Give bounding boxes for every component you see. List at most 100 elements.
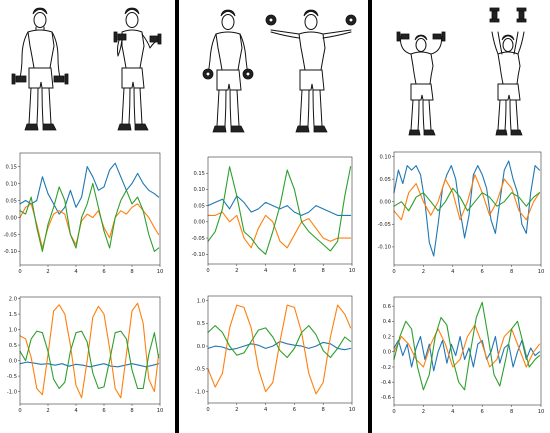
y-tick-label: 0.10: [193, 187, 205, 193]
y-tick-label: -1.0: [7, 389, 17, 395]
y-tick-label: -0.10: [192, 252, 205, 258]
y-tick-label: -0.6: [381, 395, 391, 401]
plot-panel-col1-bottom: 0 2 4 6 8 10 2.0 1.5 1.0 0.5 0.0 -0.5 -1.0: [7, 296, 163, 414]
y-tick-label: 0.0: [197, 344, 205, 350]
x-tick-label: 0: [392, 269, 395, 275]
y-tick-label: 0.05: [379, 177, 391, 183]
series-line-1: [207, 195, 352, 216]
y-tick-label: -0.5: [7, 374, 17, 380]
x-tick-label: 2: [235, 268, 238, 274]
shoulder-press-end-figure: [489, 7, 527, 136]
x-tick-label: 8: [322, 407, 325, 413]
plot-frame: [207, 156, 353, 265]
lateral-raise-end-figure: [265, 9, 357, 133]
y-tick-label: 0.00: [193, 220, 205, 226]
plot-panel-col2-bottom: 0 2 4 6 8 10 1.0 0.5 0.0 -0.5 -1.0: [195, 295, 356, 413]
y-tick-label: 1.0: [197, 298, 205, 304]
y-tick-label: -0.5: [195, 367, 205, 373]
y-tick-label: 0.15: [5, 164, 17, 170]
signal-panels: 0 2 4 6 8 100.150.100.050.00-0.05-0.100 2 4 6 8 10…: [4, 151, 545, 415]
y-tick-label: -0.4: [381, 380, 392, 386]
x-tick-label: 4: [74, 408, 78, 414]
y-tick-label: 0.05: [193, 203, 205, 209]
series-line-3: [19, 330, 160, 390]
plot-panel-col2-top: 0 2 4 6 8 10 0.15 0.10 0.05 0.00 -0.05 -0.10: [192, 156, 356, 274]
x-tick-label: 6: [481, 269, 484, 275]
x-tick-label: 4: [451, 269, 455, 275]
x-tick-label: 0: [18, 408, 21, 414]
x-tick-label: 2: [46, 269, 49, 275]
plot-frame: [207, 295, 353, 404]
x-tick-label: 6: [293, 268, 296, 274]
y-tick-label: 0.6: [383, 304, 391, 310]
x-tick-label: 10: [538, 269, 545, 275]
x-tick-label: 8: [510, 409, 513, 415]
x-tick-label: 4: [74, 269, 78, 275]
series-line-1: [393, 160, 541, 257]
plot-frame: [19, 296, 161, 405]
x-tick-label: 4: [451, 409, 455, 415]
y-tick-label: 0.2: [383, 334, 391, 340]
y-tick-label: -1.0: [195, 389, 205, 395]
x-tick-label: 8: [130, 269, 133, 275]
x-tick-label: 6: [102, 269, 105, 275]
shoulder-press-start-figure: [396, 31, 446, 136]
x-tick-label: 6: [481, 409, 484, 415]
bicep-curl-illustration: [11, 7, 162, 131]
x-tick-label: 8: [130, 408, 133, 414]
x-tick-label: 4: [264, 268, 268, 274]
series-line-3: [393, 301, 541, 391]
y-tick-label: 0.5: [197, 321, 205, 327]
lateral-raise-illustration: [202, 9, 357, 133]
series-line-3: [393, 187, 541, 212]
series-line-2: [19, 203, 160, 249]
y-tick-label: 0.4: [383, 319, 392, 325]
plot-panel-col1-top: 0 2 4 6 8 10 0.15 0.10 0.05 0.00 -0.05 -0.10: [4, 152, 164, 275]
x-tick-label: 10: [538, 409, 545, 415]
plot-panel-col3-bottom: 0 2 4 6 8 10 0.6 0.4 0.2 0.0 -0.2 -0.4 -0.6: [381, 296, 545, 415]
y-tick-label: 0.00: [379, 200, 391, 206]
x-tick-label: 10: [157, 408, 164, 414]
series-line-3: [19, 182, 160, 252]
series-line-2: [19, 302, 160, 399]
bicep-curl-end-figure: [113, 7, 162, 131]
x-tick-label: 10: [349, 268, 356, 274]
shoulder-press-illustration: [396, 7, 527, 136]
y-tick-label: -0.10: [378, 245, 391, 251]
series-line-2: [207, 304, 352, 395]
bicep-curl-start-figure: [11, 7, 69, 131]
y-tick-label: 0.00: [5, 215, 17, 221]
x-tick-label: 6: [102, 408, 105, 414]
y-tick-label: 0.0: [9, 358, 17, 364]
x-tick-label: 10: [157, 269, 164, 275]
series-line-1: [19, 162, 160, 215]
x-tick-label: 0: [18, 269, 21, 275]
y-tick-label: 1.5: [9, 312, 17, 318]
x-tick-label: 2: [46, 408, 49, 414]
x-tick-label: 2: [422, 409, 425, 415]
y-tick-label: 0.5: [9, 343, 17, 349]
plot-frame: [393, 296, 542, 406]
x-tick-label: 10: [349, 407, 356, 413]
x-tick-label: 6: [293, 407, 296, 413]
y-tick-label: 0.0: [383, 350, 391, 356]
x-tick-label: 8: [322, 268, 325, 274]
series-line-3: [207, 325, 352, 359]
y-tick-label: 0.15: [193, 171, 205, 177]
x-tick-label: 2: [422, 269, 425, 275]
lateral-raise-start-figure: [202, 9, 254, 133]
series-line-2: [393, 324, 541, 368]
y-tick-label: -0.05: [378, 222, 391, 228]
series-line-1: [19, 361, 160, 368]
y-tick-label: 1.0: [9, 327, 17, 333]
series-line-3: [207, 166, 352, 255]
y-tick-label: 0.05: [5, 198, 17, 204]
series-line-1: [393, 335, 541, 372]
x-tick-label: 0: [206, 268, 209, 274]
y-tick-label: 2.0: [9, 296, 17, 302]
x-tick-label: 8: [510, 269, 513, 275]
plot-frame: [393, 151, 542, 266]
y-tick-label: 0.10: [379, 154, 391, 160]
y-tick-label: -0.10: [4, 249, 17, 255]
